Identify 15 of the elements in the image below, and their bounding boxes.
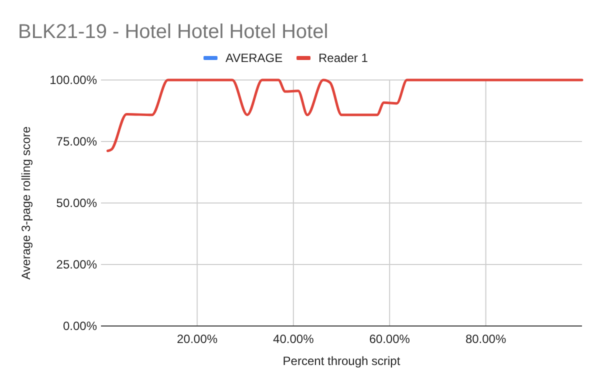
y-tick-label: 100.00% xyxy=(50,73,98,87)
x-tick-label: 40.00% xyxy=(273,332,314,346)
x-axis-title: Percent through script xyxy=(282,354,401,368)
x-tick-label: 80.00% xyxy=(465,332,506,346)
y-tick-label: 25.00% xyxy=(56,258,98,272)
y-tick-label: 75.00% xyxy=(56,134,98,148)
y-tick-label: 50.00% xyxy=(56,196,98,210)
y-tick-label: 0.00% xyxy=(62,319,98,333)
y-axis-title: Average 3-page rolling score xyxy=(19,126,33,280)
chart-title: BLK21-19 - Hotel Hotel Hotel Hotel xyxy=(18,21,328,43)
legend-label: Reader 1 xyxy=(318,51,368,65)
line-series xyxy=(106,78,584,152)
x-tick-label: 20.00% xyxy=(176,332,218,346)
legend-label: AVERAGE xyxy=(226,51,283,65)
x-tick-label: 60.00% xyxy=(369,332,410,346)
